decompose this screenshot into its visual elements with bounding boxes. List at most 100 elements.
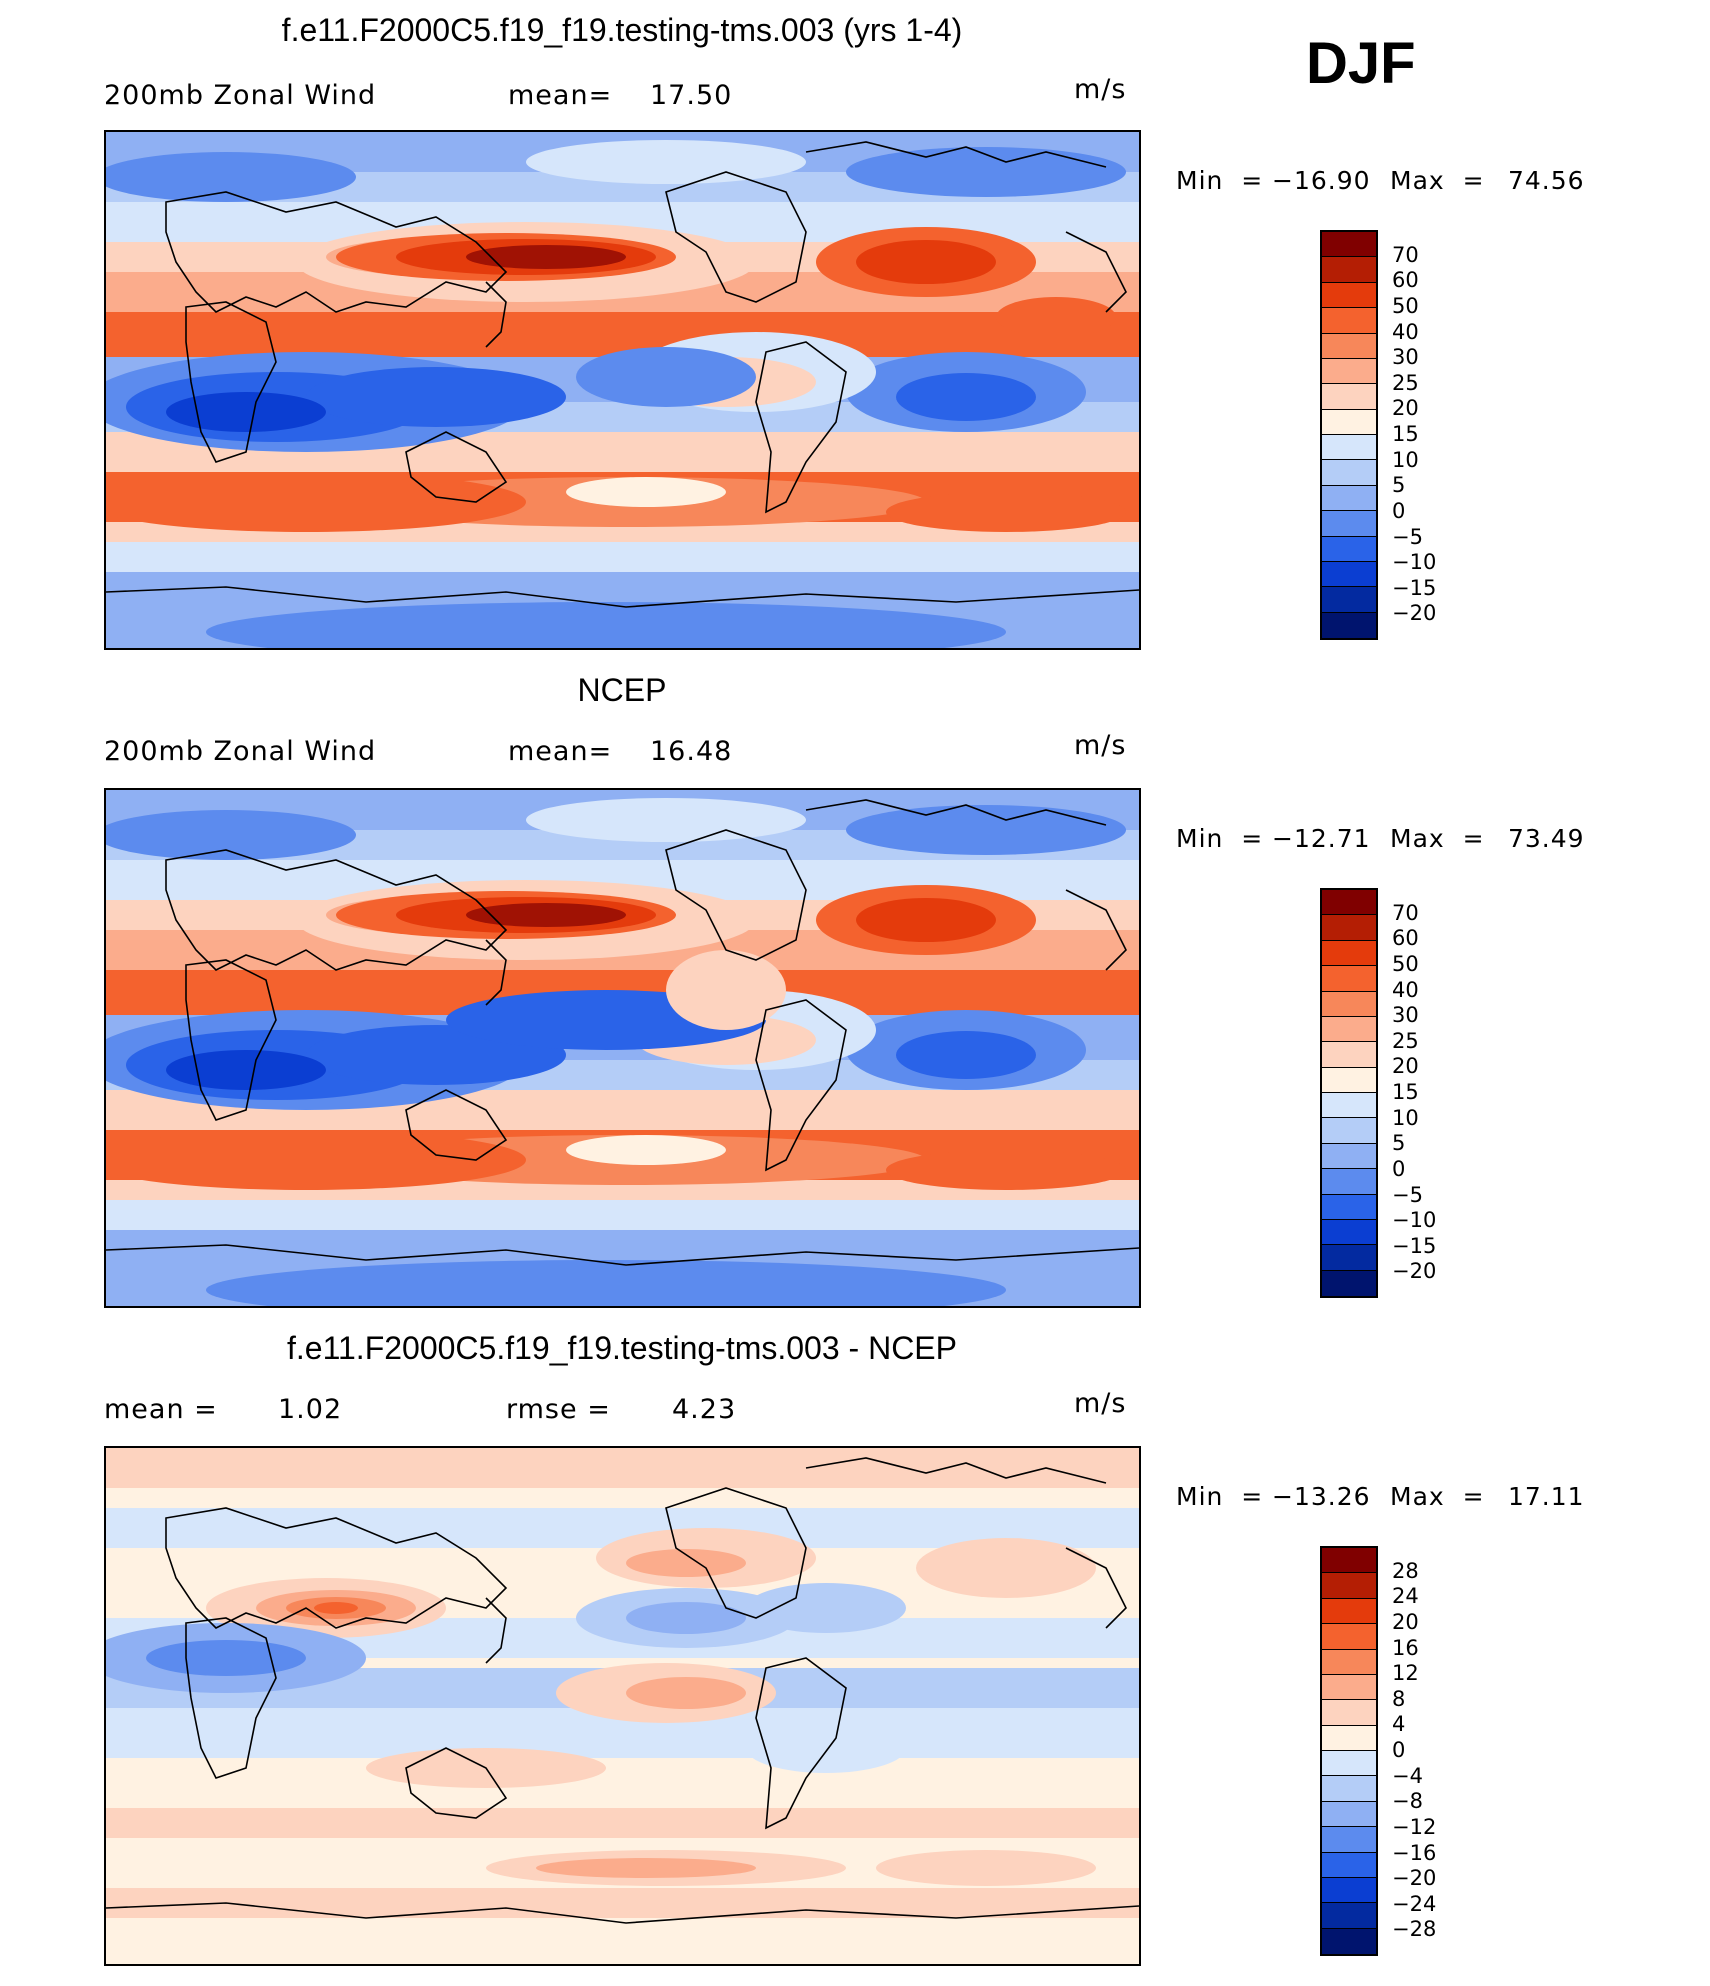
- panel2-min-value: −12.71: [1272, 824, 1371, 853]
- colorbar-tick-label: −12: [1392, 1817, 1436, 1838]
- wind-band: [106, 1928, 1139, 1964]
- wind-core: [896, 1031, 1036, 1079]
- colorbar-tick-label: −15: [1392, 1236, 1436, 1257]
- colorbar-swatch: [1322, 1144, 1376, 1169]
- colorbar-swatch: [1322, 1573, 1376, 1598]
- colorbar-tick-label: 24: [1392, 1586, 1419, 1607]
- colorbar-tick-label: 5: [1392, 475, 1405, 496]
- colorbar-swatch: [1322, 1903, 1376, 1928]
- colorbar-swatch: [1322, 1853, 1376, 1878]
- colorbar-swatch: [1322, 613, 1376, 638]
- wind-core: [626, 1549, 746, 1577]
- colorbar-tick-label: 10: [1392, 450, 1419, 471]
- wind-core: [746, 1583, 906, 1633]
- panel2-stat-value: 16.48: [650, 736, 732, 767]
- season-label: DJF: [1306, 30, 1416, 97]
- wind-core: [106, 1130, 526, 1190]
- wind-core: [886, 1150, 1126, 1190]
- wind-band: [106, 1200, 1139, 1230]
- wind-core: [626, 1677, 746, 1709]
- colorbar-swatch: [1322, 1675, 1376, 1700]
- colorbar-swatch: [1322, 1929, 1376, 1954]
- panel2-map: [104, 788, 1141, 1308]
- panel2-stat-label: mean=: [508, 736, 612, 767]
- panel3-stat-value: 4.23: [672, 1394, 736, 1425]
- colorbar-tick-label: 50: [1392, 954, 1419, 975]
- wind-band: [106, 1888, 1139, 1918]
- colorbar-tick-label: 20: [1392, 398, 1419, 419]
- wind-core: [666, 950, 786, 1030]
- wind-core: [314, 1602, 358, 1614]
- wind-core: [526, 140, 806, 184]
- colorbar-swatch: [1322, 283, 1376, 308]
- panel3-title: f.e11.F2000C5.f19_f19.testing-tms.003 - …: [100, 1330, 1144, 1367]
- wind-band: [106, 1808, 1139, 1838]
- panel1-min-label: Min =: [1176, 166, 1263, 195]
- colorbar-swatch: [1322, 941, 1376, 966]
- colorbar-swatch: [1322, 992, 1376, 1017]
- colorbar-tick-label: 8: [1392, 1689, 1405, 1710]
- colorbar-tick-label: 28: [1392, 1561, 1419, 1582]
- wind-core: [566, 477, 726, 507]
- colorbar-swatch: [1322, 1017, 1376, 1042]
- panel1-stat-value: 17.50: [650, 80, 732, 111]
- colorbar-swatch: [1322, 232, 1376, 257]
- colorbar-swatch: [1322, 511, 1376, 536]
- colorbar-swatch: [1322, 1878, 1376, 1903]
- colorbar-tick-label: 12: [1392, 1663, 1419, 1684]
- wind-core: [856, 898, 996, 942]
- wind-core: [566, 1135, 726, 1165]
- panel3-units: m/s: [1074, 1388, 1126, 1419]
- colorbar-tick-label: 20: [1392, 1056, 1419, 1077]
- colorbar-tick-label: 15: [1392, 1082, 1419, 1103]
- panel2-contour-field: [106, 790, 1139, 1306]
- colorbar-swatch: [1322, 1195, 1376, 1220]
- panel1-title: f.e11.F2000C5.f19_f19.testing-tms.003 (y…: [100, 12, 1144, 49]
- colorbar-swatch: [1322, 1599, 1376, 1624]
- colorbar-tick-label: 4: [1392, 1714, 1405, 1735]
- panel1-contour-field: [106, 132, 1139, 648]
- wind-core: [536, 1858, 756, 1878]
- wind-core: [576, 347, 756, 407]
- colorbar-tick-label: −20: [1392, 1261, 1436, 1282]
- colorbar-tick-label: 16: [1392, 1638, 1419, 1659]
- colorbar-tick-label: 70: [1392, 245, 1419, 266]
- colorbar-tick-label: 5: [1392, 1133, 1405, 1154]
- colorbar-swatch: [1322, 435, 1376, 460]
- panel2-max-label: Max =: [1390, 824, 1485, 853]
- colorbar-swatch: [1322, 1271, 1376, 1296]
- colorbar-tick-label: 20: [1392, 1612, 1419, 1633]
- panel1-max-label: Max =: [1390, 166, 1485, 195]
- colorbar-swatch: [1322, 1245, 1376, 1270]
- colorbar-tick-label: 30: [1392, 1005, 1419, 1026]
- wind-core: [166, 392, 326, 432]
- colorbar-tick-label: 60: [1392, 928, 1419, 949]
- colorbar-tick-label: −8: [1392, 1791, 1423, 1812]
- colorbar-swatch: [1322, 257, 1376, 282]
- panel3-min-value: −13.26: [1272, 1482, 1371, 1511]
- colorbar-swatch: [1322, 966, 1376, 991]
- panel3-contour-field: [106, 1448, 1139, 1964]
- colorbar-swatch: [1322, 1650, 1376, 1675]
- panel1-units: m/s: [1074, 74, 1126, 105]
- colorbar-swatch: [1322, 1220, 1376, 1245]
- colorbar-swatch: [1322, 460, 1376, 485]
- wind-core: [146, 1640, 306, 1676]
- colorbar-tick-label: −10: [1392, 552, 1436, 573]
- panel2-units: m/s: [1074, 730, 1126, 761]
- colorbar-tick-label: 15: [1392, 424, 1419, 445]
- wind-core: [876, 1850, 1096, 1886]
- wind-band: [106, 1758, 1139, 1808]
- panel3-min-label: Min =: [1176, 1482, 1263, 1511]
- wind-core: [916, 1538, 1096, 1598]
- colorbar-tick-label: −4: [1392, 1766, 1423, 1787]
- panel1-colorbar: [1320, 230, 1378, 640]
- panel1-stat-label: mean=: [508, 80, 612, 111]
- colorbar-swatch: [1322, 1827, 1376, 1852]
- colorbar-tick-label: −5: [1392, 1185, 1423, 1206]
- colorbar-tick-label: 50: [1392, 296, 1419, 317]
- wind-core: [166, 1050, 326, 1090]
- colorbar-swatch: [1322, 1042, 1376, 1067]
- colorbar-swatch: [1322, 334, 1376, 359]
- colorbar-tick-label: −28: [1392, 1919, 1436, 1940]
